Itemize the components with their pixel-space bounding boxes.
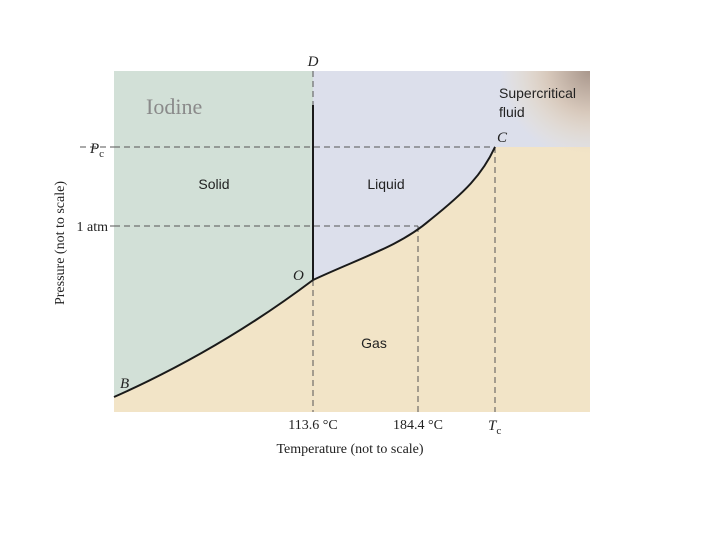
phase-curves [113, 105, 496, 398]
x-tick-184: 184.4 °C [393, 418, 443, 433]
supercritical-label-line2: fluid [499, 104, 525, 120]
y-axis-label: Pressure (not to scale) [53, 181, 68, 305]
solid-region [114, 71, 313, 397]
point-o-label: O [293, 268, 304, 284]
sublimation-curve [113, 279, 314, 398]
solid-label: Solid [198, 176, 229, 192]
y-tick-pc-sub: c [99, 148, 104, 160]
point-c-label: C [497, 130, 508, 146]
gas-label: Gas [361, 335, 387, 351]
x-axis-label: Temperature (not to scale) [276, 442, 423, 457]
x-tick-tc-sub: c [496, 425, 501, 437]
guide-lines [80, 71, 496, 412]
point-b-label: B [120, 376, 129, 392]
gas-region [114, 147, 590, 412]
vaporization-curve [312, 146, 496, 281]
y-tick-pc-main: P [89, 141, 99, 157]
supercritical-region [470, 71, 590, 191]
x-tick-tc-main: T [488, 418, 498, 434]
diagram-title: Iodine [146, 94, 202, 119]
liquid-label: Liquid [367, 176, 404, 192]
x-tick-tc: Tc [488, 418, 501, 437]
supercritical-label-line1: Supercritical [499, 85, 576, 101]
y-tick-1atm: 1 atm [77, 220, 109, 235]
y-tick-pc: Pc [89, 141, 104, 160]
point-d-label: D [307, 54, 319, 70]
x-tick-113: 113.6 °C [288, 418, 337, 433]
